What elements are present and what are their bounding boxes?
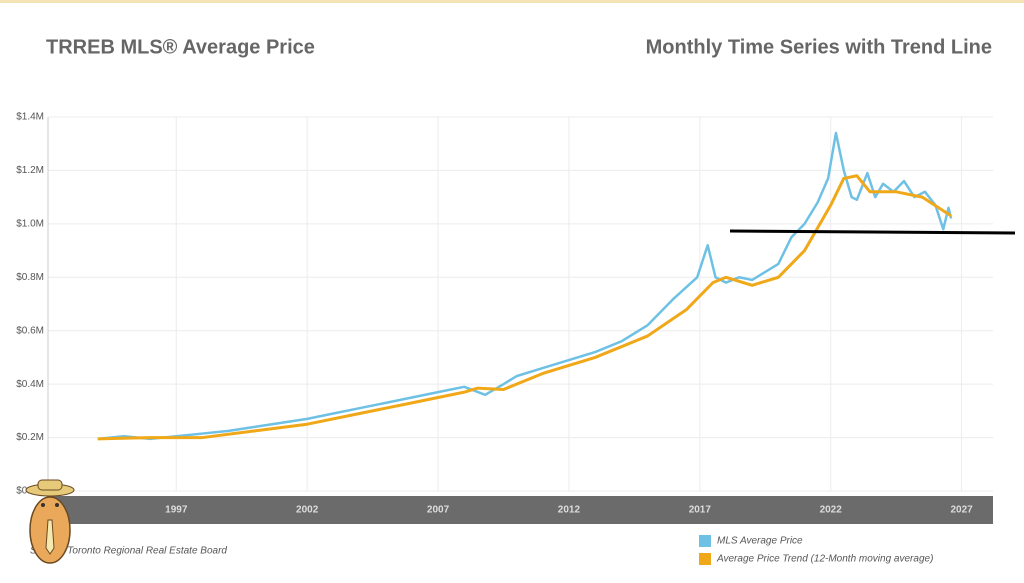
- y-tick-label: $1.4M: [16, 112, 44, 123]
- mascot: [25, 479, 75, 564]
- y-tick-label: $0.4M: [16, 379, 44, 390]
- legend-swatch: [699, 535, 711, 547]
- x-tick-label: 2002: [296, 505, 319, 516]
- y-tick-label: $0.6M: [16, 325, 44, 336]
- x-tick-label: 2012: [558, 505, 581, 516]
- legend-swatch: [699, 553, 711, 565]
- y-tick-label: $1.0M: [16, 218, 44, 229]
- x-axis-band: [48, 496, 993, 524]
- series-line: [97, 131, 953, 441]
- legend: MLS Average Price Average Price Trend (12…: [699, 535, 933, 565]
- chart-title: TRREB MLS® Average Price: [46, 36, 315, 58]
- y-tick-label: $0.8M: [16, 272, 44, 283]
- source-note: Source: Toronto Regional Real Estate Boa…: [30, 546, 227, 557]
- legend-label: Average Price Trend (12-Month moving ave…: [716, 554, 933, 565]
- chart-subtitle: Monthly Time Series with Trend Line: [646, 36, 992, 58]
- x-tick-label: 2007: [427, 505, 450, 516]
- top-border: [0, 0, 1024, 3]
- x-tick-label: 2022: [820, 505, 843, 516]
- x-tick-label: 2017: [689, 505, 712, 516]
- grid: $0.0M$0.2M$0.4M$0.6M$0.8M$1.0M$1.2M$1.4M: [16, 112, 993, 497]
- y-tick-label: $1.2M: [16, 165, 44, 176]
- annotation-line: [729, 229, 1016, 235]
- x-tick-label: 2027: [950, 505, 973, 516]
- y-tick-label: $0.2M: [16, 432, 44, 443]
- plot: [97, 131, 953, 441]
- x-tick-label: 1997: [165, 505, 188, 516]
- series-line: [97, 174, 952, 441]
- legend-label: MLS Average Price: [717, 536, 803, 547]
